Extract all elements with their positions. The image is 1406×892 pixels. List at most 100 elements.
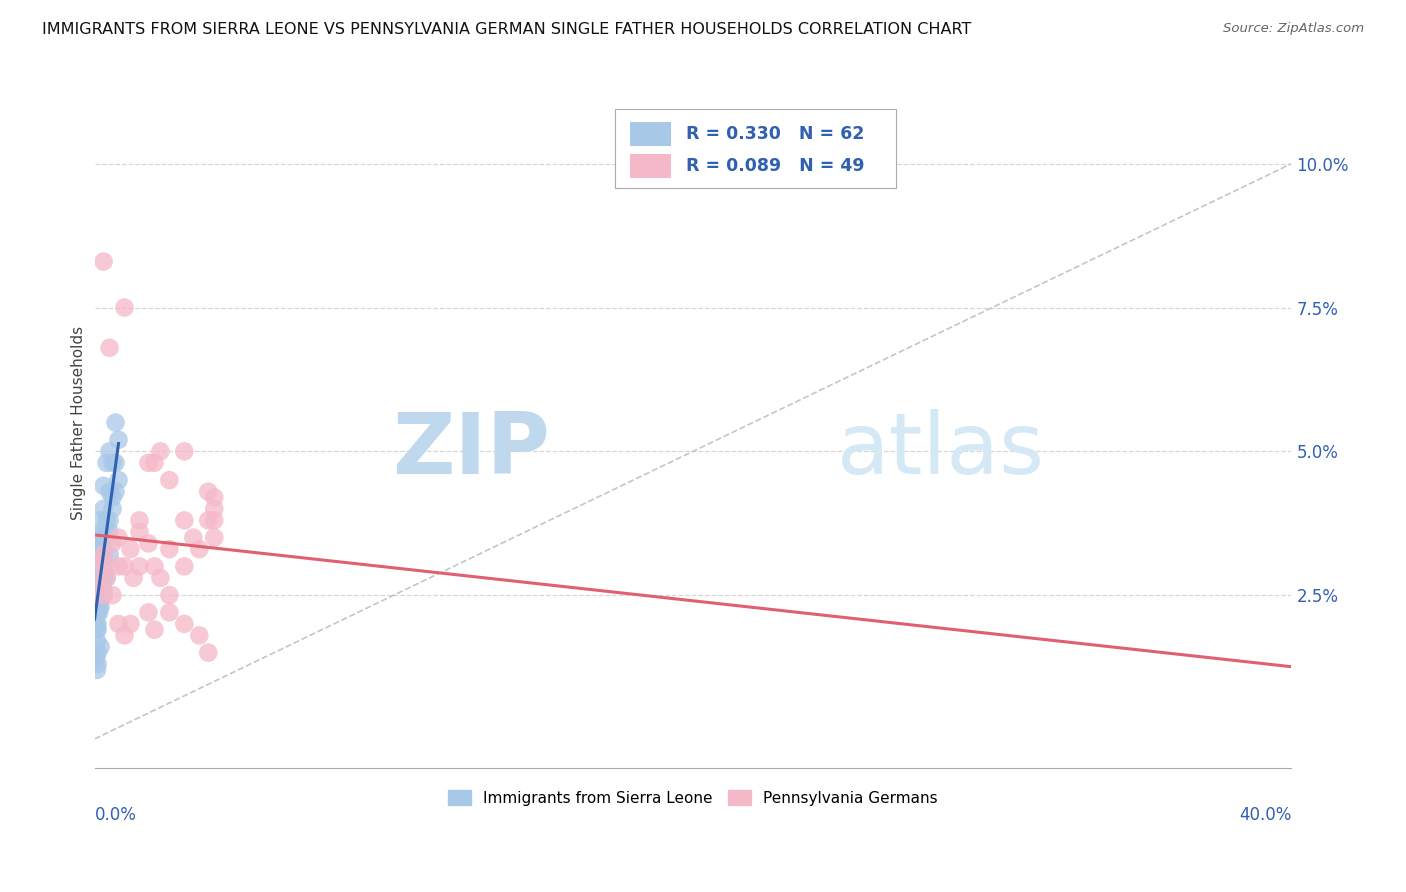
Point [93, 548, 115, 562]
Point [104, 456, 127, 470]
Point [86, 576, 108, 591]
Point [128, 524, 150, 539]
Point [107, 473, 129, 487]
Point [101, 536, 124, 550]
Point [173, 444, 195, 458]
FancyBboxPatch shape [630, 153, 672, 178]
Point [90, 548, 112, 562]
Point [98, 559, 121, 574]
Point [93, 588, 115, 602]
Point [104, 484, 127, 499]
Point [86, 559, 108, 574]
Point [84, 554, 107, 568]
Point [96, 456, 118, 470]
Point [98, 444, 121, 458]
Text: 0.0%: 0.0% [94, 805, 136, 823]
Point [86, 588, 108, 602]
Point [197, 513, 219, 527]
Point [93, 559, 115, 574]
Point [96, 571, 118, 585]
Point [157, 473, 180, 487]
Point [149, 571, 172, 585]
Point [86, 616, 108, 631]
Point [93, 501, 115, 516]
Text: atlas: atlas [837, 409, 1045, 491]
Point [86, 646, 108, 660]
Point [114, 628, 136, 642]
Point [128, 559, 150, 574]
Point [157, 588, 180, 602]
Point [143, 559, 166, 574]
Point [87, 606, 110, 620]
Point [98, 513, 121, 527]
Point [143, 456, 166, 470]
Point [84, 565, 107, 579]
Point [98, 524, 121, 539]
Point [157, 542, 180, 557]
Point [138, 456, 160, 470]
Point [149, 444, 172, 458]
Point [173, 616, 195, 631]
Point [98, 548, 121, 562]
Point [86, 542, 108, 557]
Point [93, 254, 115, 268]
Point [84, 651, 107, 665]
Text: 40.0%: 40.0% [1239, 805, 1292, 823]
Point [93, 571, 115, 585]
Point [90, 640, 112, 654]
Point [122, 571, 145, 585]
Point [86, 663, 108, 677]
Point [84, 571, 107, 585]
Point [96, 524, 118, 539]
Point [90, 554, 112, 568]
Point [93, 479, 115, 493]
Point [90, 571, 112, 585]
Point [114, 559, 136, 574]
Point [87, 571, 110, 585]
Point [104, 416, 127, 430]
Point [86, 634, 108, 648]
Point [157, 606, 180, 620]
Point [90, 588, 112, 602]
Point [90, 542, 112, 557]
Point [90, 599, 112, 614]
Point [84, 616, 107, 631]
Text: ZIP: ZIP [392, 409, 550, 491]
Point [101, 491, 124, 505]
Point [87, 554, 110, 568]
Point [87, 599, 110, 614]
Point [87, 582, 110, 597]
Point [138, 536, 160, 550]
Text: R = 0.089   N = 49: R = 0.089 N = 49 [686, 157, 865, 175]
Point [93, 588, 115, 602]
Point [90, 536, 112, 550]
Legend: Immigrants from Sierra Leone, Pennsylvania Germans: Immigrants from Sierra Leone, Pennsylvan… [441, 784, 943, 812]
Point [107, 433, 129, 447]
Point [114, 301, 136, 315]
Point [197, 484, 219, 499]
Point [98, 341, 121, 355]
Point [86, 657, 108, 672]
Point [128, 513, 150, 527]
Point [86, 542, 108, 557]
Point [93, 536, 115, 550]
Point [202, 501, 225, 516]
Point [202, 531, 225, 545]
Text: R = 0.330   N = 62: R = 0.330 N = 62 [686, 125, 865, 143]
Point [86, 554, 108, 568]
Point [93, 548, 115, 562]
Point [84, 559, 107, 574]
Point [86, 623, 108, 637]
Point [120, 542, 142, 557]
Point [96, 571, 118, 585]
Point [96, 513, 118, 527]
Point [202, 491, 225, 505]
FancyBboxPatch shape [616, 109, 897, 188]
Point [90, 576, 112, 591]
Point [86, 594, 108, 608]
Point [93, 582, 115, 597]
Y-axis label: Single Father Households: Single Father Households [72, 326, 86, 520]
Point [86, 559, 108, 574]
Point [101, 456, 124, 470]
Point [87, 531, 110, 545]
